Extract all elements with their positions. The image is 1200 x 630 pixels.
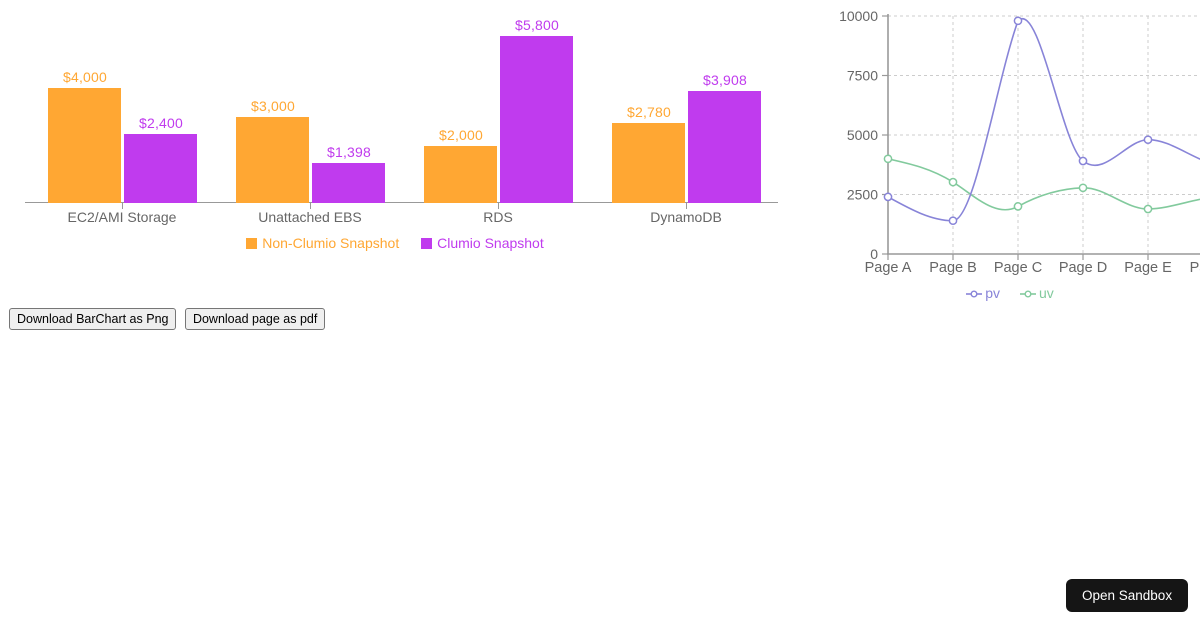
bar-chart-legend: Non-Clumio Snapshot Clumio Snapshot — [0, 235, 790, 251]
bar-value-label: $3,908 — [702, 72, 748, 88]
x-axis-tick — [686, 203, 687, 209]
y-tick-label: 0 — [870, 246, 878, 262]
legend-item-uv[interactable]: uv — [1019, 285, 1054, 301]
legend-swatch-icon — [421, 238, 433, 249]
bar-group: $2,000 $5,800 — [376, 0, 574, 210]
x-axis-category-label: Unattached EBS — [258, 209, 362, 225]
data-point — [1078, 183, 1088, 193]
bar-chart-x-axis-line — [25, 202, 778, 203]
data-point — [1143, 135, 1153, 145]
bar-value-label: $1,398 — [326, 144, 372, 160]
y-tick-label: 2500 — [847, 187, 878, 203]
legend-label: Non-Clumio Snapshot — [262, 235, 400, 251]
x-axis-tick-labels: Page A Page B Page C Page D Page E Page … — [865, 260, 1200, 276]
bar-rect[interactable] — [124, 134, 197, 203]
bar-value-label: $2,000 — [438, 127, 484, 143]
bar-group: $4,000 $2,400 — [0, 0, 198, 210]
line-points-uv — [883, 154, 1153, 214]
y-axis-tick-labels: 10000 7500 5000 2500 0 — [839, 8, 878, 262]
bar-rect[interactable] — [612, 123, 685, 203]
open-sandbox-button[interactable]: Open Sandbox — [1066, 579, 1189, 612]
line-series-pv — [887, 17, 1200, 222]
bar-rect[interactable] — [688, 91, 761, 203]
data-point — [948, 216, 958, 226]
line-chart-legend: pv uv — [820, 285, 1200, 301]
legend-item-non-clumio-snapshot[interactable]: Non-Clumio Snapshot — [246, 235, 399, 251]
x-axis-tick — [310, 203, 311, 209]
x-tick-label: Page D — [1059, 260, 1107, 276]
y-tick-label: 7500 — [847, 68, 878, 84]
x-axis-tick — [122, 203, 123, 209]
legend-swatch-icon — [246, 238, 258, 249]
x-tick-label: Page A — [865, 260, 912, 276]
bar-group: $3,000 $1,398 — [188, 0, 386, 210]
bar-rect[interactable] — [312, 163, 385, 203]
bar-chart-plot-area: $4,000 $2,400 EC2/AMI Storage $3,000 $1,… — [0, 0, 800, 225]
bar-rect[interactable] — [424, 146, 497, 203]
bar-value-label: $5,800 — [514, 17, 560, 33]
bar-value-label: $3,000 — [250, 98, 296, 114]
x-tick-label: Page F — [1190, 260, 1200, 276]
y-axis-ticks — [882, 15, 888, 255]
bar-value-label: $2,780 — [626, 104, 672, 120]
data-point — [1143, 204, 1153, 214]
data-point — [883, 192, 893, 202]
data-point — [1013, 202, 1023, 211]
legend-line-marker-icon — [966, 286, 983, 298]
line-series-uv — [887, 158, 1200, 211]
download-barchart-png-button[interactable]: Download BarChart as Png — [9, 308, 177, 330]
bar-group: $2,780 $3,908 — [564, 0, 762, 210]
download-page-pdf-button[interactable]: Download page as pdf — [184, 308, 326, 330]
x-axis-ticks — [887, 254, 1149, 260]
x-axis-category-label: EC2/AMI Storage — [67, 209, 177, 225]
bar-value-label: $4,000 — [62, 69, 108, 85]
bar-chart-panel: $4,000 $2,400 EC2/AMI Storage $3,000 $1,… — [0, 0, 800, 260]
x-tick-label: Page C — [994, 260, 1042, 276]
x-axis-tick — [498, 203, 499, 209]
bar-rect[interactable] — [500, 36, 573, 203]
data-point — [1078, 156, 1088, 166]
data-point — [948, 177, 958, 187]
x-tick-label: Page E — [1124, 260, 1172, 276]
legend-label: uv — [1038, 285, 1054, 301]
bar-rect[interactable] — [48, 88, 121, 203]
bar-rect[interactable] — [236, 117, 309, 203]
legend-line-marker-icon — [1019, 286, 1036, 298]
data-point — [1013, 16, 1023, 26]
line-points-pv — [883, 16, 1153, 226]
x-axis-category-label: DynamoDB — [650, 209, 722, 225]
y-tick-label: 10000 — [839, 8, 878, 24]
line-chart-svg: 10000 7500 5000 2500 0 Page A Page B Pag… — [839, 8, 1200, 276]
legend-item-clumio-snapshot[interactable]: Clumio Snapshot — [421, 235, 544, 251]
data-point — [883, 154, 893, 164]
y-tick-label: 5000 — [847, 127, 878, 143]
download-toolbar: Download BarChart as Png Download page a… — [9, 308, 329, 330]
legend-label: Clumio Snapshot — [437, 235, 544, 251]
bar-value-label: $2,400 — [138, 115, 184, 131]
x-tick-label: Page B — [929, 260, 977, 276]
legend-item-pv[interactable]: pv — [966, 285, 1000, 301]
line-chart-panel: 10000 7500 5000 2500 0 Page A Page B Pag… — [820, 0, 1200, 310]
x-axis-category-label: RDS — [483, 209, 513, 225]
legend-label: pv — [985, 285, 1001, 301]
